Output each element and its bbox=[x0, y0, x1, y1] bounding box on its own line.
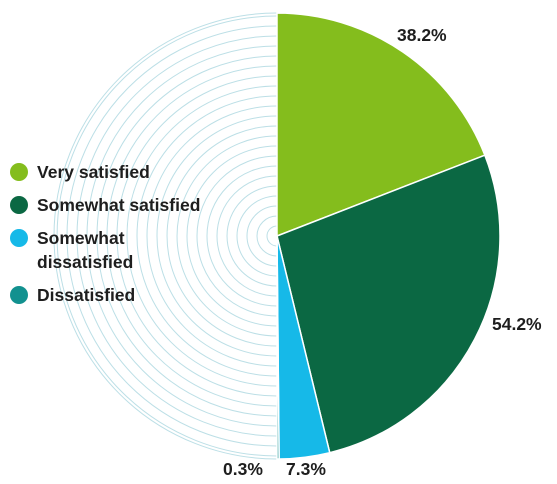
legend-swatch-somewhat-dissatisfied bbox=[10, 229, 28, 247]
legend: Very satisfied Somewhat satisfied Somewh… bbox=[10, 160, 200, 316]
background-ring bbox=[86, 45, 278, 427]
background-ring bbox=[186, 145, 278, 327]
background-ring bbox=[246, 205, 278, 267]
background-ring bbox=[216, 175, 278, 297]
background-ring bbox=[96, 55, 278, 417]
pie-slice-somewhat-satisfied bbox=[276, 154, 501, 454]
background-ring bbox=[226, 185, 278, 287]
legend-label-somewhat-dissatisfied: Somewhat dissatisfied bbox=[37, 228, 134, 272]
background-ring bbox=[166, 125, 278, 347]
legend-swatch-somewhat-satisfied bbox=[10, 196, 28, 214]
background-ring bbox=[176, 135, 278, 337]
legend-item-somewhat-dissatisfied: Somewhat dissatisfied bbox=[10, 226, 200, 274]
background-ring-outer bbox=[53, 12, 278, 460]
legend-label-somewhat-satisfied: Somewhat satisfied bbox=[37, 195, 201, 215]
background-ring bbox=[156, 115, 278, 357]
data-label-somewhat-dissatisfied: 7.3% bbox=[286, 459, 326, 479]
background-ring bbox=[56, 15, 278, 457]
background-ring bbox=[236, 195, 278, 277]
background-ring bbox=[146, 105, 278, 367]
pie-slices bbox=[276, 12, 501, 460]
legend-item-somewhat-satisfied: Somewhat satisfied bbox=[10, 193, 200, 217]
legend-item-very-satisfied: Very satisfied bbox=[10, 160, 200, 184]
data-label-somewhat-satisfied: 54.2% bbox=[492, 314, 542, 334]
legend-label-very-satisfied: Very satisfied bbox=[37, 162, 150, 182]
data-label-very-satisfied: 38.2% bbox=[397, 25, 447, 45]
background-ring bbox=[126, 85, 278, 387]
background-ring bbox=[106, 65, 278, 407]
background-ring bbox=[266, 225, 278, 247]
background-ring bbox=[256, 215, 278, 257]
legend-swatch-very-satisfied bbox=[10, 163, 28, 181]
background-ring bbox=[136, 95, 278, 377]
background-ring bbox=[116, 75, 278, 397]
pie-slice-dissatisfied bbox=[276, 235, 280, 460]
pie-slice-very-satisfied bbox=[276, 12, 486, 238]
background-ring bbox=[196, 155, 278, 317]
legend-label-dissatisfied: Dissatisfied bbox=[37, 285, 136, 305]
background-rings bbox=[53, 12, 278, 460]
background-ring bbox=[66, 25, 278, 447]
data-label-dissatisfied: 0.3% bbox=[223, 459, 263, 479]
background-ring bbox=[206, 165, 278, 307]
legend-item-dissatisfied: Dissatisfied bbox=[10, 283, 200, 307]
legend-swatch-dissatisfied bbox=[10, 286, 28, 304]
background-ring bbox=[76, 35, 278, 437]
